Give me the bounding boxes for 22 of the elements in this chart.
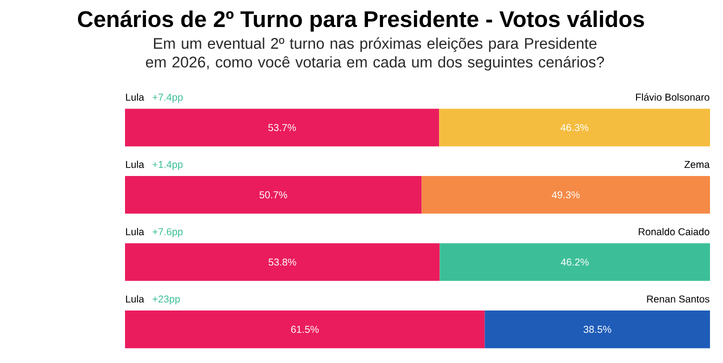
y-tick-label: Ronaldo Caiado [638, 228, 710, 236]
series-label: Lula [126, 295, 144, 303]
data-label: 50.7% [260, 191, 288, 198]
chart-title: Cenários de 2º Turno para Presidente - Votos válidos [78, 10, 644, 32]
annotation: +23pp [152, 295, 180, 305]
annotation: +1.4pp [152, 161, 183, 170]
annotation: +7.6pp [152, 228, 183, 238]
y-tick-label: Flávio Bolsonaro [636, 93, 710, 101]
data-label: 46.3% [560, 124, 588, 132]
data-label: 53.8% [268, 258, 296, 266]
y-tick-label: Zema [684, 161, 710, 168]
data-label: 53.7% [268, 124, 296, 132]
text: Lula [126, 228, 144, 236]
text: Lula [126, 93, 144, 101]
chart-subtitle: Em um eventual 2º turno nas próximas eleições para Presidente em 2026, como você votaria em cada um dos seguintes cenários? [146, 37, 604, 71]
text: Lula [126, 160, 144, 168]
data-label: 49.3% [552, 191, 580, 198]
data-label: 46.2% [560, 258, 589, 266]
annotation: +7.4pp [152, 94, 183, 103]
data-label: 38.5% [584, 326, 612, 333]
y-tick-label: Renan Santos [647, 295, 710, 303]
data-label: 61.5% [291, 326, 319, 333]
